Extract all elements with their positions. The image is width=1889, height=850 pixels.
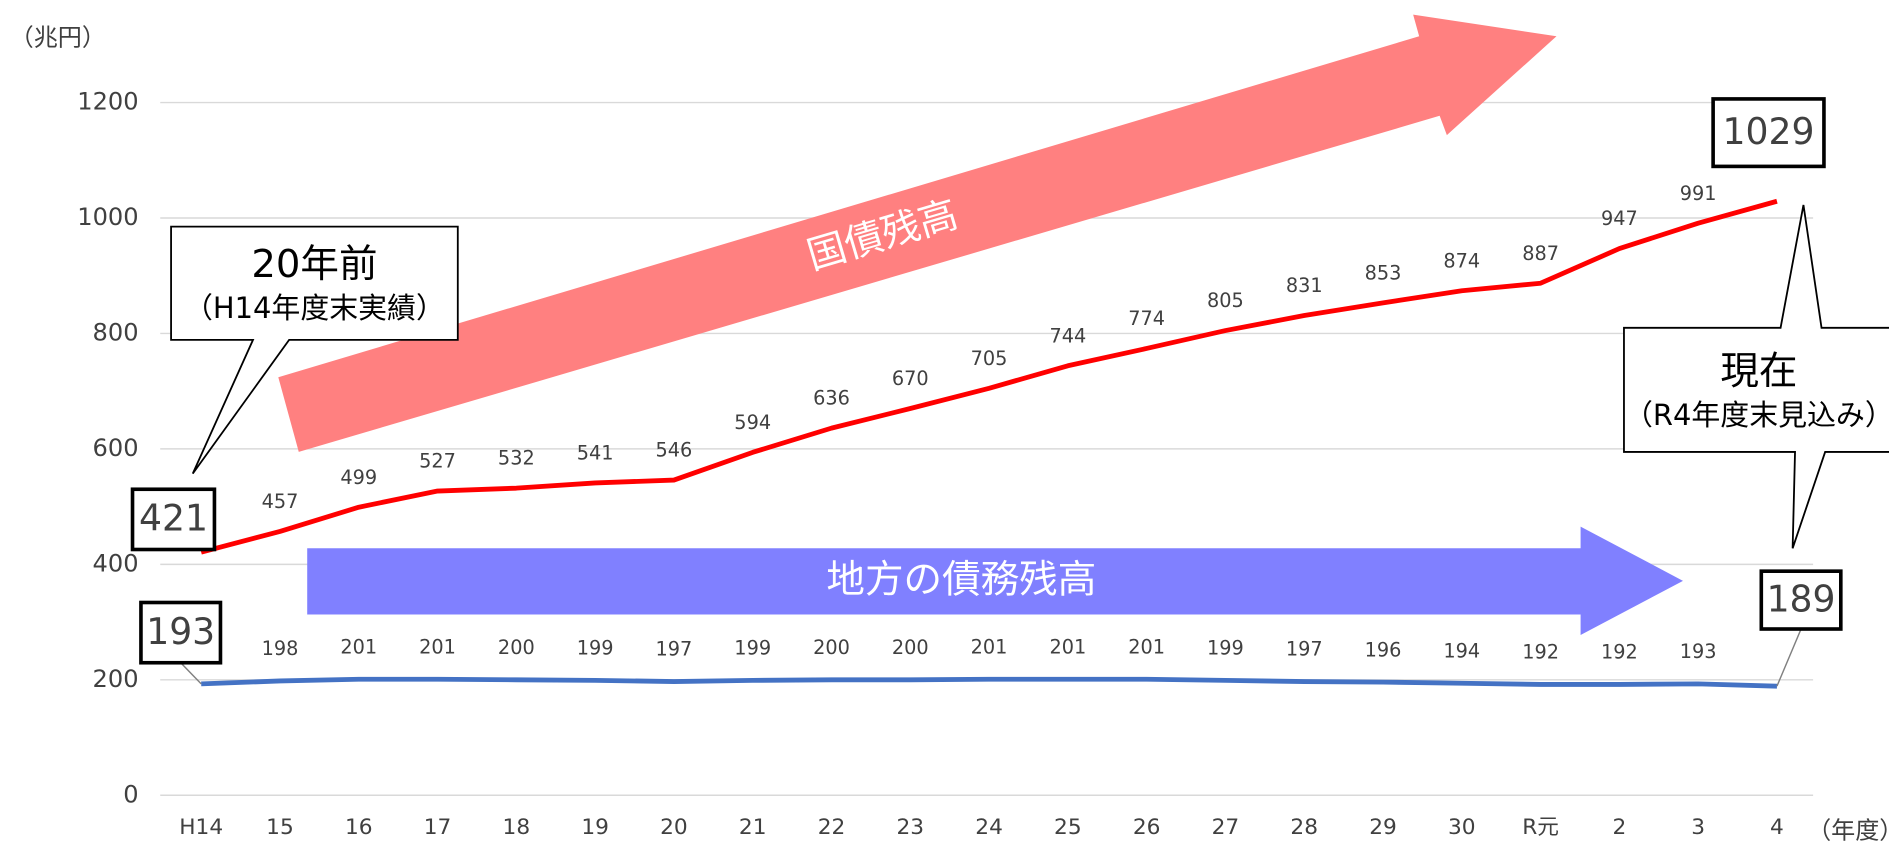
callout-subtitle: （R4年度末見込み） (1624, 398, 1889, 432)
y-unit: （兆円） (10, 24, 106, 52)
x-tick-label: 2 (1612, 815, 1626, 840)
x-tick-label: 23 (896, 815, 924, 840)
x-tick-label: 26 (1133, 815, 1161, 840)
x-tick-label: 25 (1054, 815, 1082, 840)
callout-title: 20年前 (251, 242, 377, 287)
data-label: 200 (498, 636, 535, 659)
data-label: 636 (813, 387, 850, 410)
x-tick-label: 3 (1691, 815, 1705, 840)
y-tick-label: 1000 (77, 203, 138, 231)
data-label: 201 (419, 635, 456, 658)
x-tick-label: 19 (581, 815, 609, 840)
label-box (1711, 97, 1826, 169)
data-label: 744 (1049, 324, 1086, 347)
series-line (200, 198, 1778, 555)
data-label: 457 (262, 490, 299, 513)
y-tick-label: 200 (93, 665, 139, 693)
data-label: 947 (1601, 207, 1638, 230)
arrow-label: 地方の債務残高 (826, 558, 1096, 603)
data-label: 197 (656, 638, 693, 661)
y-tick-label: 600 (93, 434, 139, 462)
data-label: 421 (139, 497, 208, 540)
leader-line (1776, 628, 1802, 687)
data-label: 887 (1522, 242, 1559, 265)
label-box (1759, 569, 1843, 631)
data-label: 192 (1522, 641, 1559, 664)
data-label: 532 (498, 447, 535, 470)
data-label: 200 (892, 636, 929, 659)
data-label: 201 (1128, 635, 1165, 658)
x-tick-label: 4 (1770, 815, 1784, 840)
data-label: 199 (577, 637, 614, 660)
x-tick-label: 21 (739, 815, 767, 840)
data-label: 831 (1286, 274, 1323, 297)
x-tick-label: 30 (1448, 815, 1476, 840)
callout (170, 225, 459, 475)
data-label: 200 (813, 636, 850, 659)
x-tick-label: 27 (1212, 815, 1240, 840)
y-tick-label: 1200 (77, 88, 138, 116)
x-tick-label: 18 (503, 815, 531, 840)
x-tick-label: 17 (424, 815, 452, 840)
x-tick-label: H14 (179, 815, 223, 840)
label-box (139, 600, 223, 665)
data-label: 991 (1680, 182, 1717, 205)
data-label: 670 (892, 367, 929, 390)
callout-subtitle: （H14年度末実績） (184, 291, 445, 325)
series-line (201, 676, 1778, 689)
x-unit: （年度） (1807, 816, 1889, 844)
data-label: 874 (1443, 249, 1480, 272)
red-arrow (278, 14, 1557, 452)
callout (1623, 204, 1889, 549)
data-label: 192 (1601, 641, 1638, 664)
x-tick-label: R元 (1522, 815, 1559, 840)
data-label: 527 (419, 450, 456, 473)
x-tick-label: 28 (1290, 815, 1318, 840)
data-label: 853 (1365, 261, 1402, 284)
data-label: 594 (734, 411, 771, 434)
leader-line (180, 662, 202, 685)
label-box (130, 487, 217, 552)
data-label: 199 (1207, 637, 1244, 660)
data-label: 774 (1128, 307, 1165, 330)
data-label: 201 (340, 635, 377, 658)
data-label: 193 (1680, 640, 1717, 663)
blue-arrow (307, 526, 1683, 636)
data-label: 194 (1443, 639, 1480, 662)
data-label: 199 (734, 637, 771, 660)
data-label: 541 (577, 442, 614, 465)
y-tick-label: 800 (93, 318, 139, 346)
data-label: 193 (146, 610, 215, 653)
data-label: 196 (1365, 638, 1402, 661)
data-label: 805 (1207, 289, 1244, 312)
data-label: 546 (656, 439, 693, 462)
data-label: 201 (1049, 635, 1086, 658)
x-tick-label: 20 (660, 815, 688, 840)
x-tick-label: 16 (345, 815, 373, 840)
data-label: 499 (340, 466, 377, 489)
x-tick-label: 15 (266, 815, 294, 840)
data-label: 197 (1286, 638, 1323, 661)
data-label: 705 (971, 347, 1008, 370)
y-tick-label: 400 (93, 549, 139, 577)
x-tick-label: 22 (818, 815, 846, 840)
x-tick-label: 29 (1369, 815, 1397, 840)
data-label: 1029 (1723, 110, 1815, 153)
x-tick-label: 24 (975, 815, 1003, 840)
data-label: 198 (262, 637, 299, 660)
data-label: 189 (1767, 577, 1836, 620)
data-label: 201 (971, 635, 1008, 658)
y-tick-label: 0 (123, 780, 138, 808)
callout-title: 現在 (1720, 349, 1797, 394)
